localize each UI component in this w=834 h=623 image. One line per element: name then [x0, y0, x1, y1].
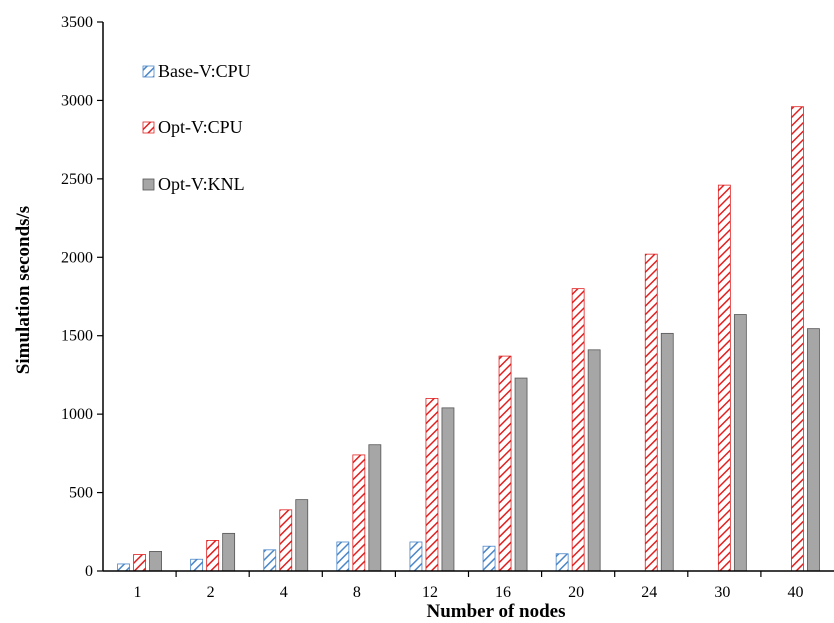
bar	[263, 549, 277, 572]
y-tick-label: 1500	[61, 328, 93, 345]
x-tick-label: 12	[422, 584, 438, 601]
y-ticks: 0 500 1000 1500 2000 2500 3000 3500	[61, 14, 103, 580]
bar	[117, 563, 130, 572]
y-tick-label: 3500	[61, 14, 93, 31]
y-tick-label: 0	[85, 563, 93, 580]
y-axis-label: Simulation seconds/s	[13, 206, 34, 374]
y-tick-label: 3000	[61, 92, 93, 109]
bar	[807, 328, 820, 572]
x-tick-label: 1	[134, 584, 142, 601]
y-tick-label: 2500	[61, 171, 93, 188]
bar	[717, 184, 731, 572]
x-tick-label: 8	[353, 584, 361, 601]
bar	[336, 541, 350, 572]
x-tick-label: 40	[787, 584, 803, 601]
bar	[425, 398, 439, 572]
y-tick-label: 2000	[61, 249, 93, 266]
y-tick-label: 1000	[61, 406, 93, 423]
legend-label: Opt-V:KNL	[158, 174, 245, 194]
bar	[555, 553, 569, 572]
bar	[409, 541, 423, 572]
bar	[482, 545, 496, 572]
y-tick-label: 500	[69, 485, 93, 502]
x-tick-label: 16	[495, 584, 511, 601]
x-tick-label: 4	[280, 584, 288, 601]
bar	[733, 314, 747, 572]
bar	[352, 454, 366, 572]
bar	[571, 288, 585, 572]
x-tick-label: 24	[641, 584, 657, 601]
bar	[149, 550, 162, 572]
bar	[190, 558, 204, 572]
legend-swatch	[142, 65, 155, 78]
x-ticks: 1 2 4 8 12 16 20 24 30 40	[134, 571, 803, 601]
legend-swatch	[142, 178, 155, 191]
bar	[279, 509, 293, 572]
plot-area	[117, 106, 820, 572]
bar	[644, 253, 658, 572]
bar	[206, 540, 220, 572]
bar	[133, 554, 146, 572]
legend-label: Base-V:CPU	[158, 61, 251, 81]
legend-swatch	[142, 121, 155, 134]
bar	[222, 532, 236, 572]
x-tick-label: 20	[568, 584, 584, 601]
x-tick-label: 30	[714, 584, 730, 601]
bar	[368, 444, 382, 572]
bar	[660, 332, 674, 572]
x-tick-label: 2	[207, 584, 215, 601]
legend-label: Opt-V:CPU	[158, 117, 243, 137]
bar	[514, 377, 528, 572]
bar	[441, 407, 455, 572]
bar	[791, 106, 804, 572]
x-axis-label: Number of nodes	[427, 601, 566, 622]
bar	[498, 355, 512, 572]
legend: Base-V:CPU Opt-V:CPU Opt-V:KNL	[142, 61, 251, 194]
bar	[587, 349, 601, 572]
bar	[295, 499, 309, 572]
